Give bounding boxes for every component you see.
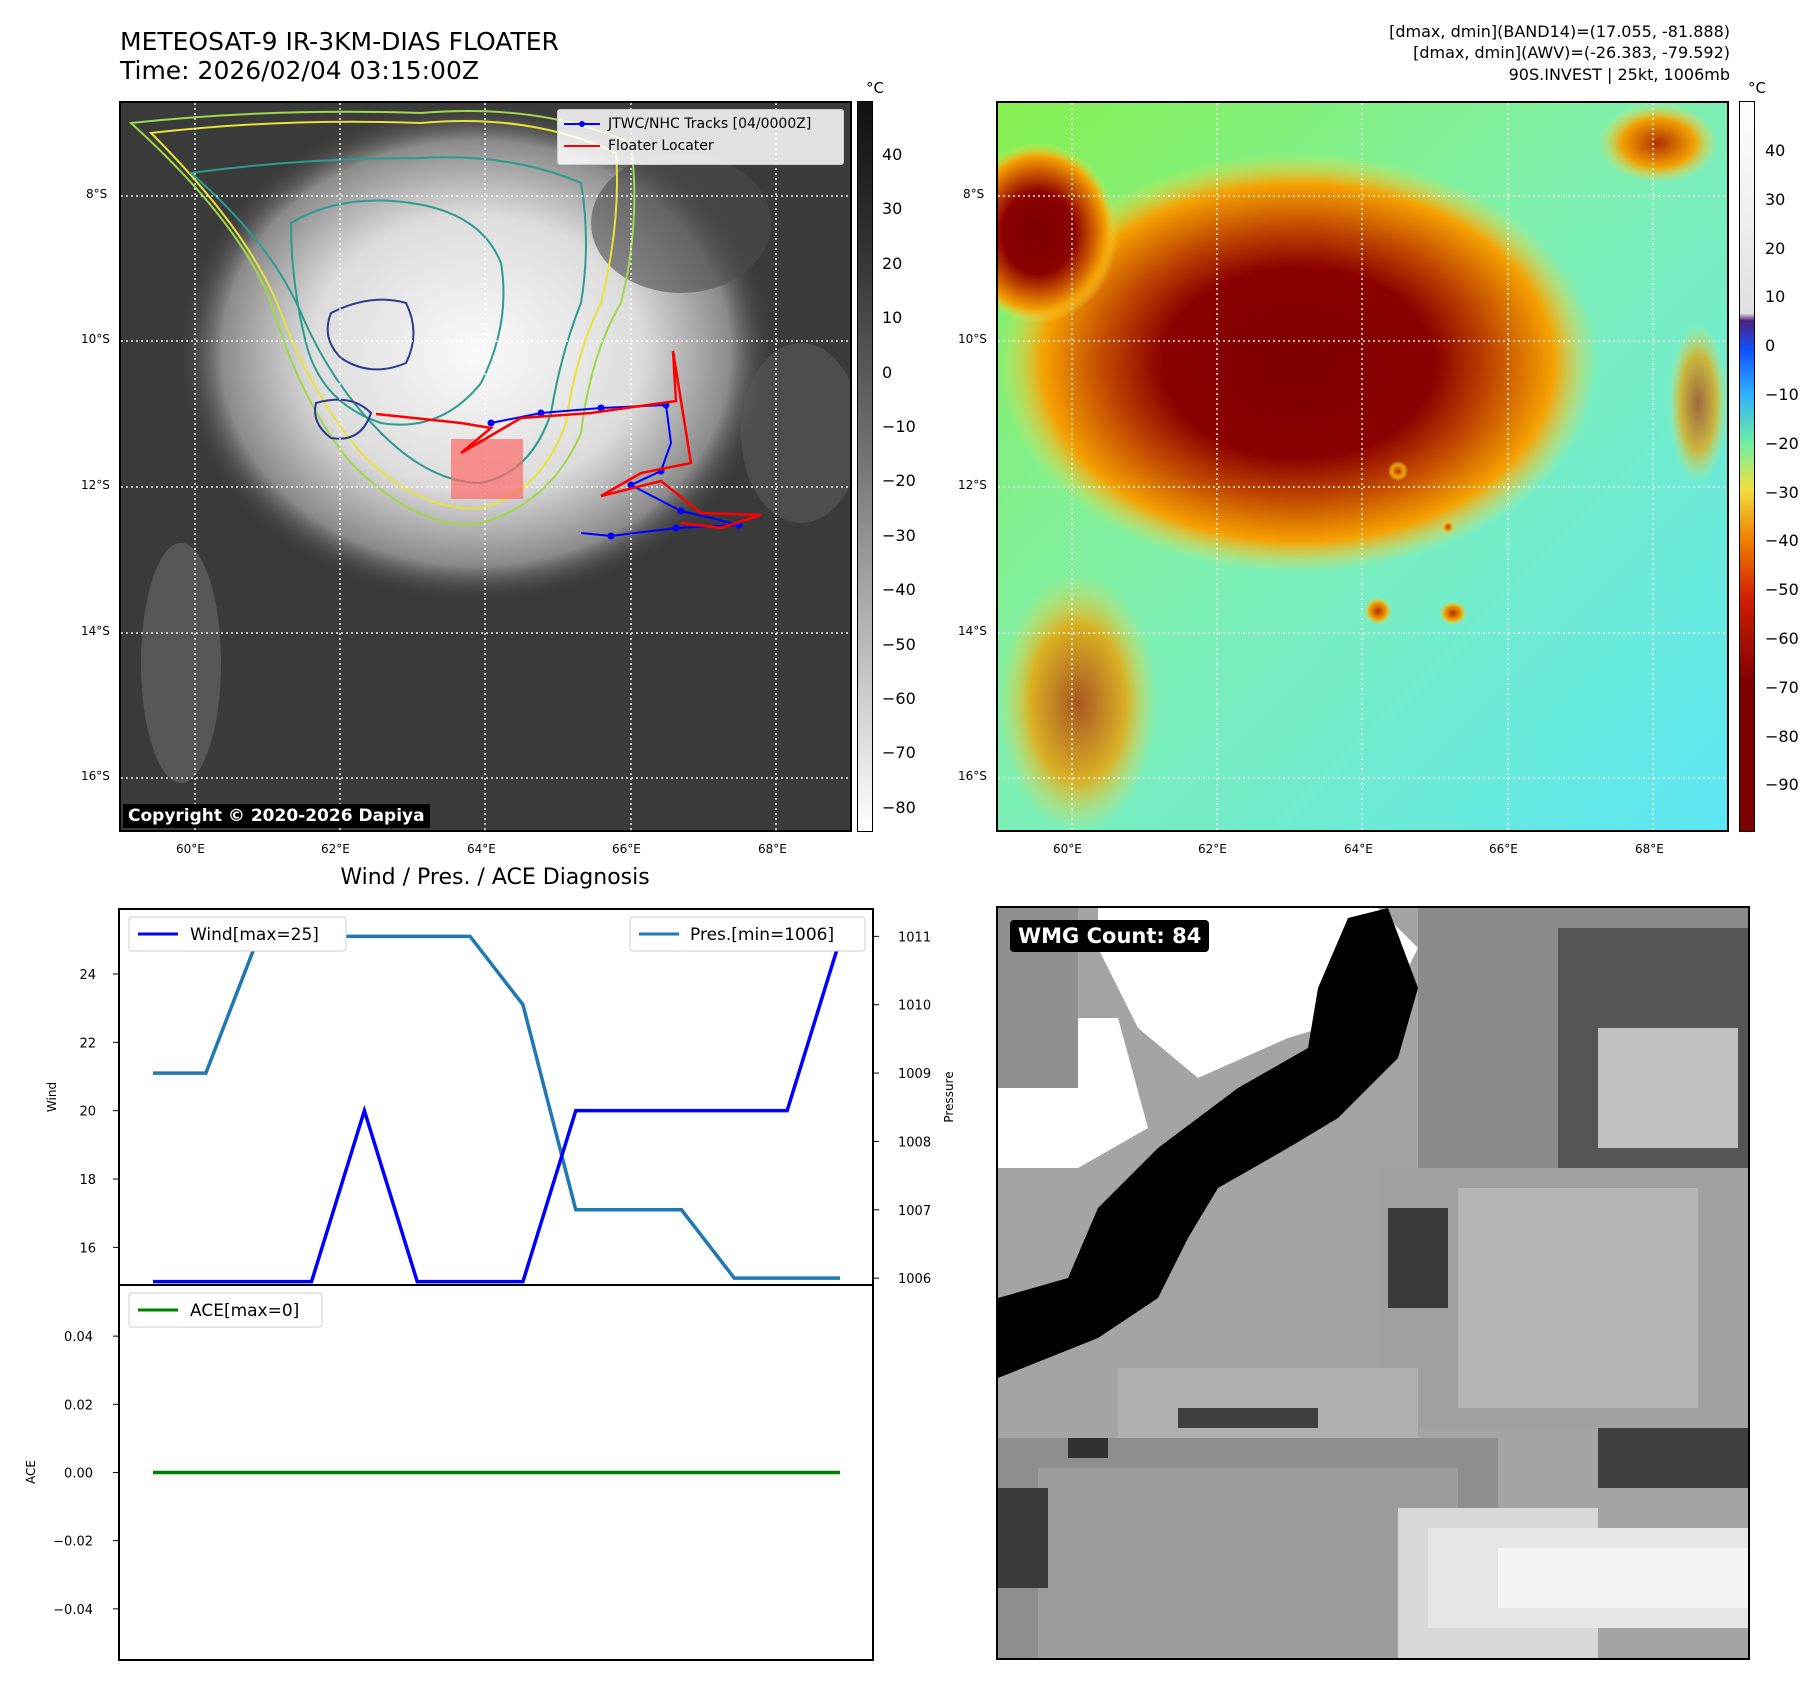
- ir-map-panel: JTWC/NHC Tracks [04/0000Z] Floater Locat…: [119, 101, 852, 832]
- legend-floater: Floater Locater: [608, 138, 714, 154]
- awv-colorbar-tick: −60: [1765, 629, 1799, 648]
- floater-locater-line: [375, 350, 762, 530]
- ir-legend: JTWC/NHC Tracks [04/0000Z] Floater Locat…: [557, 109, 844, 165]
- ir-lon-64: 64°E: [467, 842, 496, 856]
- ir-lon-62: 62°E: [321, 842, 350, 856]
- ir-colorbar-unit: °C: [866, 79, 884, 97]
- awv-lon-62: 62°E: [1198, 842, 1227, 856]
- info-band14: [dmax, dmin](BAND14)=(17.055, -81.888): [1389, 22, 1730, 41]
- awv-colorbar-tick: −20: [1765, 433, 1799, 453]
- ir-map-image: [121, 103, 850, 830]
- awv-lon-60: 60°E: [1053, 842, 1082, 856]
- awv-map-panel: [996, 101, 1729, 832]
- ir-lat-8: 8°S: [86, 187, 108, 201]
- wind-series-line: [153, 939, 842, 1284]
- pressure-tick-label: 1010: [898, 999, 931, 1014]
- awv-colorbar-unit: °C: [1748, 79, 1766, 97]
- ir-lat-14: 14°S: [81, 624, 110, 638]
- wind-tick-label: 20: [79, 1105, 96, 1120]
- ir-colorbar: [857, 101, 873, 832]
- ir-colorbar-tick: 0: [882, 362, 893, 382]
- ir-lat-12: 12°S: [81, 478, 110, 492]
- wind-tick-label: 22: [79, 1036, 96, 1051]
- ace-legend-label: ACE[max=0]: [190, 1301, 299, 1321]
- awv-colorbar: [1739, 101, 1755, 832]
- legend-tracks: JTWC/NHC Tracks [04/0000Z]: [608, 116, 812, 132]
- awv-lon-66: 66°E: [1489, 842, 1518, 856]
- ir-colorbar-tick: 40: [882, 145, 903, 164]
- info-storm: 90S.INVEST | 25kt, 1006mb: [1508, 65, 1730, 84]
- awv-colorbar-tick: −70: [1765, 677, 1799, 697]
- awv-colorbar-tick: −90: [1765, 775, 1799, 795]
- pressure-legend-label: Pres.[min=1006]: [690, 925, 834, 945]
- awv-colorbar-tick: −50: [1765, 580, 1799, 600]
- ace-tick-label: 0.04: [64, 1330, 93, 1345]
- awv-colorbar-tick: −30: [1765, 482, 1799, 502]
- ir-colorbar-tick: 30: [882, 199, 903, 219]
- ir-lat-10: 10°S: [81, 332, 110, 346]
- wind-tick-label: 16: [79, 1241, 96, 1256]
- ir-colorbar-tick: −60: [882, 689, 916, 708]
- awv-colorbar-tick: 20: [1765, 238, 1786, 258]
- wind-legend-label: Wind[max=25]: [190, 925, 319, 945]
- pressure-tick-label: 1006: [898, 1272, 931, 1287]
- awv-lat-10: 10°S: [958, 332, 987, 346]
- awv-lat-8: 8°S: [963, 187, 985, 201]
- chart-title: METEOSAT-9 IR-3KM-DIAS FLOATER: [120, 27, 559, 56]
- ir-lon-68: 68°E: [758, 842, 787, 856]
- ace-tick-label: 0.00: [64, 1467, 93, 1482]
- ir-colorbar-tick: −20: [882, 471, 916, 491]
- wind-tick-label: 24: [79, 968, 96, 983]
- diag-chart: Wind Pressure ACE 16 18 20 22 24 1006 1007 1008…: [24, 908, 956, 1661]
- pressure-tick-label: 1009: [898, 1067, 931, 1082]
- awv-lat-14: 14°S: [958, 624, 987, 638]
- copyright-label: Copyright © 2020-2026 Dapiya: [123, 804, 430, 828]
- awv-colorbar-tick: 30: [1765, 189, 1786, 209]
- diag-title: Wind / Pres. / ACE Diagnosis: [340, 865, 650, 890]
- awv-colorbar-tick: −80: [1765, 726, 1799, 746]
- ir-colorbar-tick: −50: [882, 634, 916, 654]
- ace-tick-label: 0.02: [64, 1398, 93, 1413]
- ace-tick-label: −0.02: [53, 1535, 93, 1550]
- wind-legend: Wind[max=25]: [128, 916, 347, 952]
- info-awv: [dmax, dmin](AWV)=(-26.383, -79.592): [1413, 43, 1730, 62]
- ir-colorbar-tick: −40: [882, 580, 916, 600]
- pressure-tick-label: 1008: [898, 1135, 931, 1150]
- wind-axis-label: Wind: [45, 1082, 59, 1112]
- ace-legend: ACE[max=0]: [128, 1292, 323, 1328]
- awv-colorbar-tick: −40: [1765, 531, 1799, 551]
- awv-lon-68: 68°E: [1635, 842, 1664, 856]
- ir-colorbar-tick: −80: [882, 797, 916, 817]
- wmg-image: [998, 908, 1748, 1658]
- pressure-axis-label: Pressure: [942, 1071, 956, 1122]
- ir-colorbar-tick: −70: [882, 743, 916, 763]
- awv-lat-16: 16°S: [958, 769, 987, 783]
- ir-colorbar-tick: −10: [882, 417, 916, 436]
- chart-time: Time: 2026/02/04 03:15:00Z: [120, 56, 479, 85]
- pressure-legend: Pres.[min=1006]: [629, 916, 866, 952]
- awv-lat-12: 12°S: [958, 478, 987, 492]
- wmg-count-label: WMG Count: 84: [1010, 920, 1210, 952]
- pressure-tick-label: 1011: [898, 930, 931, 945]
- wmg-panel: WMG Count: 84: [996, 906, 1750, 1660]
- wind-tick-label: 18: [79, 1173, 96, 1188]
- awv-colorbar-tick: 40: [1765, 141, 1786, 160]
- ir-colorbar-tick: −30: [882, 525, 916, 545]
- awv-colorbar-tick: −10: [1765, 385, 1799, 404]
- ir-colorbar-tick: 20: [882, 253, 903, 273]
- ace-tick-label: −0.04: [53, 1603, 93, 1618]
- awv-map-image: [998, 103, 1727, 830]
- awv-colorbar-tick: 0: [1765, 336, 1776, 356]
- awv-lon-64: 64°E: [1344, 842, 1373, 856]
- ir-lon-66: 66°E: [612, 842, 641, 856]
- ir-lat-16: 16°S: [81, 769, 110, 783]
- ace-axis-label: ACE: [24, 1460, 38, 1484]
- ir-colorbar-tick: 10: [882, 308, 903, 328]
- ir-lon-60: 60°E: [176, 842, 205, 856]
- pressure-tick-label: 1007: [898, 1204, 931, 1219]
- awv-colorbar-tick: 10: [1765, 287, 1786, 307]
